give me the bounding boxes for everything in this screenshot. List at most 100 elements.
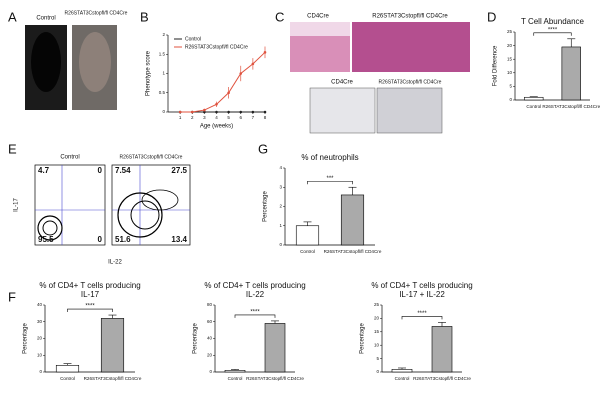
y-tick-label: 40 [207,336,213,341]
significance-bracket [307,180,353,185]
x-tick-label: 2 [191,115,194,120]
significance-bracket [533,32,572,36]
significance-bracket [401,316,443,320]
bar [224,370,246,373]
histology [376,87,443,134]
point [251,110,255,114]
quadrant-value: 0 [98,235,103,244]
y-tick-label: 1 [162,71,165,76]
y-tick-label: 3 [279,184,282,189]
panel-label: E [8,141,17,156]
panel-label: F [8,289,16,304]
panel-label: C [275,9,284,24]
line [180,51,266,113]
chart-title: % of CD4+ T cells producing [39,281,140,290]
bar [561,46,581,101]
x-tick-label: R26STAT3Cstopfl/fl CD4Cre [542,104,600,109]
bar [340,194,365,246]
y-tick-label: 80 [207,302,213,307]
x-tick-label: R26STAT3Cstopfl/fl CD4Cre [324,249,382,254]
histology [290,22,350,36]
y-axis-label: Fold Difference [493,45,499,86]
x-tick-label: Control [395,376,410,381]
y-tick-label: 40 [37,302,43,307]
y-tick-label: 20 [207,352,213,357]
point [203,108,206,112]
y-tick-label: 0.5 [159,90,166,95]
chart-title: % of neutrophils [301,153,358,162]
quadrant-value: 0 [98,166,103,175]
point [263,51,267,54]
panel-label: A [8,9,17,24]
chart-title: % of CD4+ T cells producing [371,281,472,290]
photo-label: R26STAT3Cstopfl/fl CD4Cre [65,10,128,16]
quadrant-value: 4.7 [38,166,50,175]
y-tick-label: 0 [162,109,165,114]
photo-label: Control [36,16,55,22]
axis-label: IL-17 [14,198,20,212]
y-tick-label: 2 [162,32,165,37]
y-tick-label: 0 [376,369,379,374]
y-tick-label: 15 [507,56,513,61]
mouse [31,32,61,92]
x-tick-label: 7 [252,115,255,120]
y-tick-label: 2 [279,204,282,209]
mouse [79,32,111,92]
x-tick-label: R26STAT3Cstopfl/fl CD4Cre [246,376,304,381]
x-tick-label: Control [300,249,315,254]
panel-label: D [487,9,496,24]
y-axis-label: Percentage [23,323,29,354]
image-label: CD4Cre [307,14,329,20]
image-label: R26STAT3Cstopfl/fl CD4Cre [379,79,442,85]
flow-plot [111,164,191,246]
bar [264,323,286,373]
y-axis-label: Percentage [193,323,199,354]
contour [130,200,160,230]
chart-title: T Cell Abundance [521,17,585,26]
y-tick-label: 0 [39,369,42,374]
bar [431,326,453,373]
contour [117,192,163,238]
point [263,110,267,114]
point [239,110,243,114]
point [190,110,194,114]
y-axis-label: Percentage [263,191,269,222]
plot-title: Control [60,155,79,161]
image-label: R26STAT3Cstopfl/fl CD4Cre [372,14,448,20]
image-label: CD4Cre [331,80,353,86]
contour [42,220,58,236]
x-tick-label: 8 [264,115,267,120]
panel-label: B [140,9,149,24]
flow-plot [34,164,106,246]
x-tick-label: Control [60,376,75,381]
quadrant-value: 27.5 [171,166,187,175]
bar [524,96,544,101]
y-tick-label: 20 [374,316,380,321]
chart-title: IL-22 [246,290,265,299]
y-axis-label: Phenotype score [146,50,152,96]
point [203,110,206,114]
significance-bracket [234,314,276,318]
y-tick-label: 0 [509,97,512,102]
bar [55,364,80,373]
y-tick-label: 20 [507,43,513,48]
x-tick-label: Control [526,104,541,109]
y-tick-label: 0 [209,369,212,374]
y-tick-label: 10 [507,70,513,75]
x-tick-label: 6 [239,115,242,120]
x-tick-label: 5 [227,115,230,120]
point [239,72,243,75]
y-tick-label: 4 [279,165,282,170]
legend-label: R26STAT3Cstopfl/fl CD4Cre [185,44,248,50]
chart-title: IL-17 [81,290,100,299]
y-axis-label: Percentage [360,323,366,354]
y-tick-label: 1.5 [159,51,166,56]
panel-label: G [258,141,268,156]
y-tick-label: 25 [374,302,380,307]
significance: *** [326,176,334,182]
y-tick-label: 0 [279,242,282,247]
legend-label: Control [185,36,201,42]
y-tick-label: 20 [37,336,43,341]
bar [391,369,413,373]
